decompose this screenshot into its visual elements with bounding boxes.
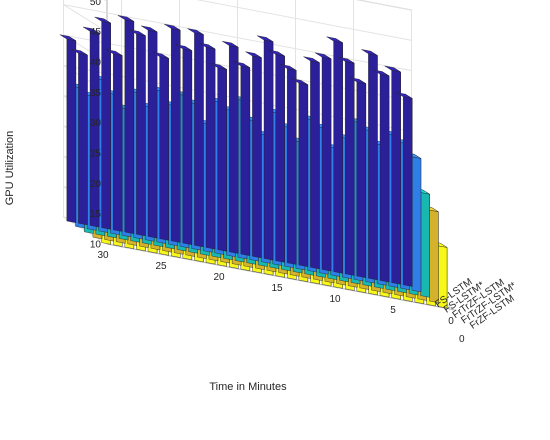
bar-front-face xyxy=(194,32,204,248)
bar-front-face xyxy=(240,65,251,256)
bar-top-face xyxy=(361,49,378,56)
y-tick-label: 45 xyxy=(90,27,102,38)
bar-front-face xyxy=(411,156,422,293)
bar-front-face xyxy=(159,56,169,241)
bar-top-face xyxy=(396,92,413,99)
bar-front-face xyxy=(217,67,227,252)
bar-top-face xyxy=(82,26,100,34)
x-tick-label: 30 xyxy=(97,250,109,261)
bar-top-face xyxy=(338,56,355,64)
bar-top-face xyxy=(256,35,274,42)
bar-front-face xyxy=(287,68,297,265)
x-axis-title: Time in Minutes xyxy=(209,381,287,393)
bar-front-face xyxy=(78,53,88,226)
bar-top-face xyxy=(117,15,134,22)
bar-top-face xyxy=(164,23,181,31)
bar-top-face xyxy=(210,63,227,70)
y-tick-label: 35 xyxy=(90,88,102,99)
bar-front-face xyxy=(229,45,239,254)
y-tick-label: 25 xyxy=(90,149,102,160)
bar-top-face xyxy=(175,44,192,51)
bar-front-face xyxy=(124,19,135,234)
bar-top-face xyxy=(384,65,401,73)
y-tick-label: 20 xyxy=(90,179,102,190)
bars-group xyxy=(59,15,448,309)
bar-front-face xyxy=(136,33,146,237)
depth-zero-label: 0 xyxy=(459,334,465,345)
y-tick-label: 40 xyxy=(90,58,102,69)
bar-front-face xyxy=(275,54,285,263)
bar-front-face xyxy=(182,48,193,245)
tick-labels: 10152025303540455055510152025030FrZF-LST… xyxy=(90,0,519,345)
bar-top-face xyxy=(71,48,88,56)
bar-front-face xyxy=(298,82,309,267)
bar-top-face xyxy=(233,61,250,68)
bar-top-face xyxy=(198,42,216,50)
x-tick-label: 15 xyxy=(271,283,283,294)
x-tick-label: 20 xyxy=(213,272,225,283)
bar-top-face xyxy=(94,16,111,24)
bar-front-face xyxy=(310,60,320,270)
bar-top-face xyxy=(303,56,320,63)
bar-front-face xyxy=(147,29,158,239)
bar-front-face xyxy=(391,70,401,285)
bar-top-face xyxy=(372,69,390,77)
bar-front-face xyxy=(113,53,123,232)
y-tick-label: 15 xyxy=(90,209,102,220)
bar-front-face xyxy=(345,61,355,276)
bar-front-face xyxy=(333,40,343,274)
bar-top-face xyxy=(280,64,297,71)
bar-front-face xyxy=(66,38,77,223)
y-axis-title: GPU Utilization xyxy=(4,131,16,206)
bar-top-face xyxy=(222,41,239,48)
bar-top-face xyxy=(129,29,146,36)
bar-top-face xyxy=(59,34,76,41)
bar-top-face xyxy=(106,49,123,56)
bar-front-face xyxy=(252,55,262,259)
bar-top-face xyxy=(140,25,158,33)
bar-front-face xyxy=(403,96,413,287)
x-tick-label: 25 xyxy=(155,261,167,272)
y-tick-label: 30 xyxy=(90,118,102,129)
bar-front-face xyxy=(429,209,439,303)
bar-front-face xyxy=(368,53,378,281)
bar-front-face xyxy=(420,192,430,298)
bar-front-face xyxy=(356,81,367,278)
bar-top-face xyxy=(245,51,262,58)
bar-front-face xyxy=(171,28,181,243)
bar-top-face xyxy=(326,36,343,43)
bar-top-face xyxy=(152,52,169,59)
bar-top-face xyxy=(291,78,308,85)
bar-front-face xyxy=(263,39,274,261)
bar-front-face xyxy=(205,46,216,250)
y-tick-label: 10 xyxy=(90,240,102,251)
bar-front-face xyxy=(101,21,111,230)
bar-top-face xyxy=(268,49,285,57)
y-tick-label: 50 xyxy=(90,0,102,8)
bar-top-face xyxy=(187,28,204,35)
x-tick-label: 10 xyxy=(329,294,341,305)
bar-top-face xyxy=(314,52,332,59)
x-tick-label: 0 xyxy=(448,316,454,327)
bar-top-face xyxy=(349,77,366,84)
bar-front-face xyxy=(379,73,390,283)
bar-front-face xyxy=(321,56,332,272)
x-tick-label: 5 xyxy=(390,305,396,316)
